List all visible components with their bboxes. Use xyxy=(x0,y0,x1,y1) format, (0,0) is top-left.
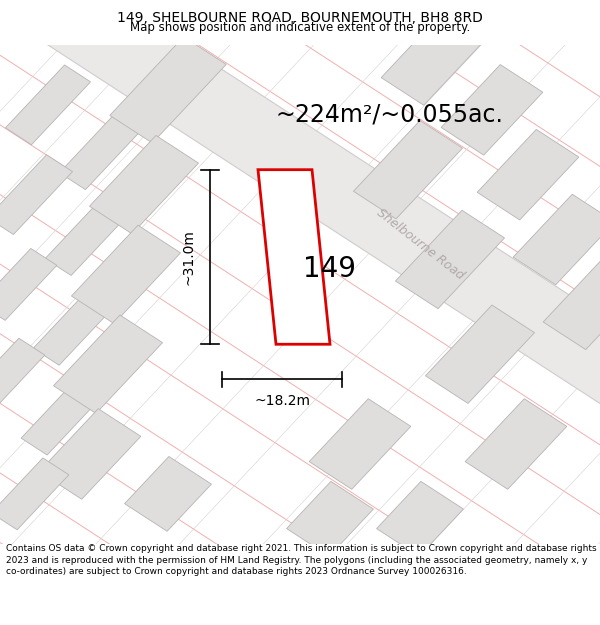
Polygon shape xyxy=(71,225,181,324)
Polygon shape xyxy=(5,65,91,145)
Text: ~224m²/~0.055ac.: ~224m²/~0.055ac. xyxy=(276,103,504,127)
Text: ~31.0m: ~31.0m xyxy=(181,229,195,285)
Polygon shape xyxy=(125,456,211,531)
Text: Map shows position and indicative extent of the property.: Map shows position and indicative extent… xyxy=(130,21,470,34)
Polygon shape xyxy=(59,110,145,189)
Polygon shape xyxy=(53,315,163,413)
Polygon shape xyxy=(465,399,567,489)
Polygon shape xyxy=(33,293,111,365)
Polygon shape xyxy=(0,338,45,410)
Text: Contains OS data © Crown copyright and database right 2021. This information is : Contains OS data © Crown copyright and d… xyxy=(6,544,596,576)
Text: Shelbourne Road: Shelbourne Road xyxy=(374,206,466,282)
Polygon shape xyxy=(39,409,141,499)
Polygon shape xyxy=(543,259,600,349)
Polygon shape xyxy=(309,399,411,489)
Polygon shape xyxy=(395,210,505,309)
Polygon shape xyxy=(0,249,57,321)
Polygon shape xyxy=(0,155,73,234)
Polygon shape xyxy=(477,129,579,220)
Text: ~18.2m: ~18.2m xyxy=(254,394,310,408)
Polygon shape xyxy=(258,169,330,344)
Polygon shape xyxy=(110,37,226,143)
Polygon shape xyxy=(89,136,199,234)
Polygon shape xyxy=(377,481,463,556)
Polygon shape xyxy=(21,383,99,455)
Polygon shape xyxy=(425,305,535,403)
Polygon shape xyxy=(513,194,600,285)
Polygon shape xyxy=(45,204,123,276)
Polygon shape xyxy=(381,15,483,105)
Polygon shape xyxy=(353,121,463,219)
Polygon shape xyxy=(441,64,543,155)
Text: 149: 149 xyxy=(304,256,356,284)
Polygon shape xyxy=(0,458,69,530)
Polygon shape xyxy=(4,0,600,508)
Polygon shape xyxy=(287,481,373,556)
Text: 149, SHELBOURNE ROAD, BOURNEMOUTH, BH8 8RD: 149, SHELBOURNE ROAD, BOURNEMOUTH, BH8 8… xyxy=(117,11,483,25)
